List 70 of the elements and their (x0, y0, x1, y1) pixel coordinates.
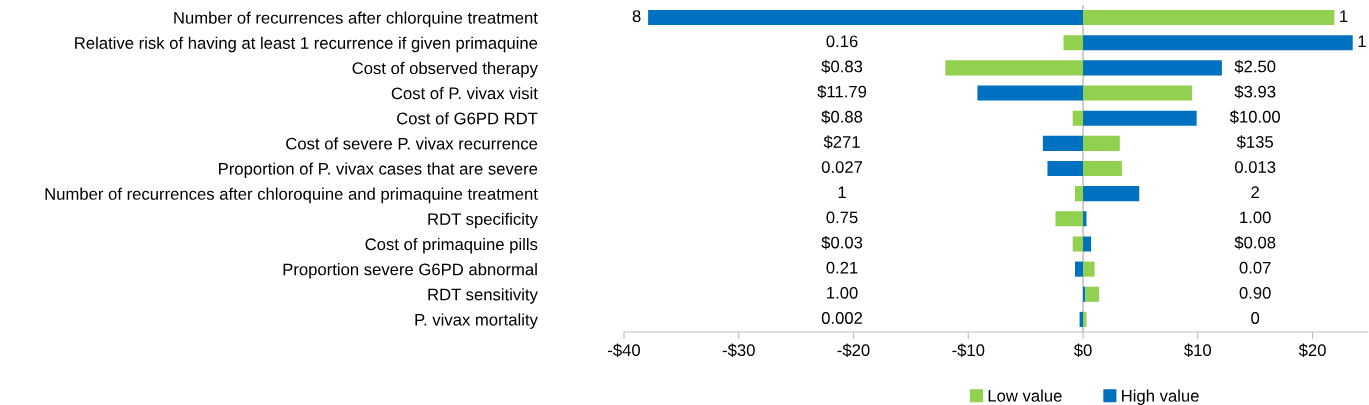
bar (1085, 286, 1100, 302)
y-tick-label: RDT specificity (428, 212, 538, 229)
y-tick-label: Cost of severe P. vivax recurrence (286, 137, 538, 150)
bar (977, 85, 1084, 101)
annotation: $0.08 (1234, 235, 1276, 250)
bar (1083, 135, 1120, 151)
bar (1083, 261, 1095, 277)
y-tick-label: Cost of P. vivax visit (391, 87, 538, 100)
bar (1083, 10, 1335, 26)
bar (1083, 110, 1197, 126)
y-tick-label: Cost of G6PD RDT (397, 112, 538, 125)
y-tick-label: Cost of observed therapy (352, 61, 538, 78)
annotation: $135 (1236, 135, 1274, 149)
annotation: 0.013 (1234, 161, 1276, 173)
legend-label: High value (1122, 389, 1199, 405)
y-tick-label: Proportion severe G6PD abnormal (283, 263, 537, 279)
bar (1072, 236, 1084, 252)
annotation: $2.50 (1234, 59, 1276, 74)
annotation: 1.00 (827, 286, 858, 299)
bar (1047, 160, 1084, 177)
x-tick-label: $0 (1073, 343, 1092, 358)
annotation: 0.90 (1239, 286, 1271, 299)
y-tick-label: Number of recurrences after chlorquine treatment (174, 11, 538, 28)
bar (1075, 186, 1084, 202)
bar (1083, 186, 1140, 202)
y-tick-label: Relative risk of having at least 1 recurrence if given primaquine (75, 36, 538, 53)
bar (1083, 35, 1353, 51)
bar (945, 60, 1084, 76)
annotation: $10.00 (1229, 110, 1281, 124)
x-tick-label: $10 (1184, 343, 1212, 358)
legend-label: Low value (988, 389, 1062, 402)
bar (1083, 160, 1123, 177)
bar (1083, 236, 1092, 252)
annotation: 0 (1251, 312, 1260, 324)
annotation: $0.03 (821, 235, 863, 250)
annotation: 2 (1251, 186, 1259, 198)
annotation: 0.07 (1239, 261, 1271, 274)
annotation: 0.002 (821, 312, 863, 324)
x-tick-label: -$20 (837, 343, 870, 358)
annotation: $3.93 (1234, 85, 1276, 99)
annotation: 0.75 (826, 211, 858, 224)
annotation: 0.21 (826, 261, 858, 274)
bar (1063, 35, 1084, 51)
y-tick-label: RDT sensitivity (428, 288, 538, 304)
bar (1042, 135, 1084, 151)
y-tick-label: Number of recurrences after chloroquine and primaquine treatment (45, 187, 538, 204)
bar (1072, 110, 1084, 126)
x-tick-label: $20 (1298, 343, 1326, 358)
annotation: $0.83 (821, 59, 863, 74)
bar (1083, 60, 1222, 76)
y-tick-label: Proportion of P. vivax cases that are severe (219, 162, 538, 178)
annotation: 1 (1358, 35, 1366, 48)
annotation: $271 (823, 135, 860, 149)
y-tick-label: P. vivax mortality (415, 313, 538, 329)
x-tick-label: -$30 (722, 343, 755, 358)
annotation: 1.00 (1240, 211, 1271, 224)
annotation: 0.16 (826, 35, 858, 48)
annotation: $11.79 (817, 85, 867, 99)
bar (648, 10, 1084, 26)
annotation: $0.88 (821, 110, 863, 124)
annotation: 1 (1340, 10, 1348, 22)
bar (1083, 85, 1193, 101)
annotation: 0.027 (821, 161, 863, 173)
x-tick-label: -$10 (952, 343, 985, 358)
annotation: 8 (632, 10, 641, 23)
bar (1075, 261, 1084, 277)
annotation: 1 (838, 186, 846, 198)
bar (1055, 211, 1084, 227)
y-tick-label: Cost of primaquine pills (365, 237, 538, 254)
x-tick-label: -$40 (608, 343, 641, 358)
